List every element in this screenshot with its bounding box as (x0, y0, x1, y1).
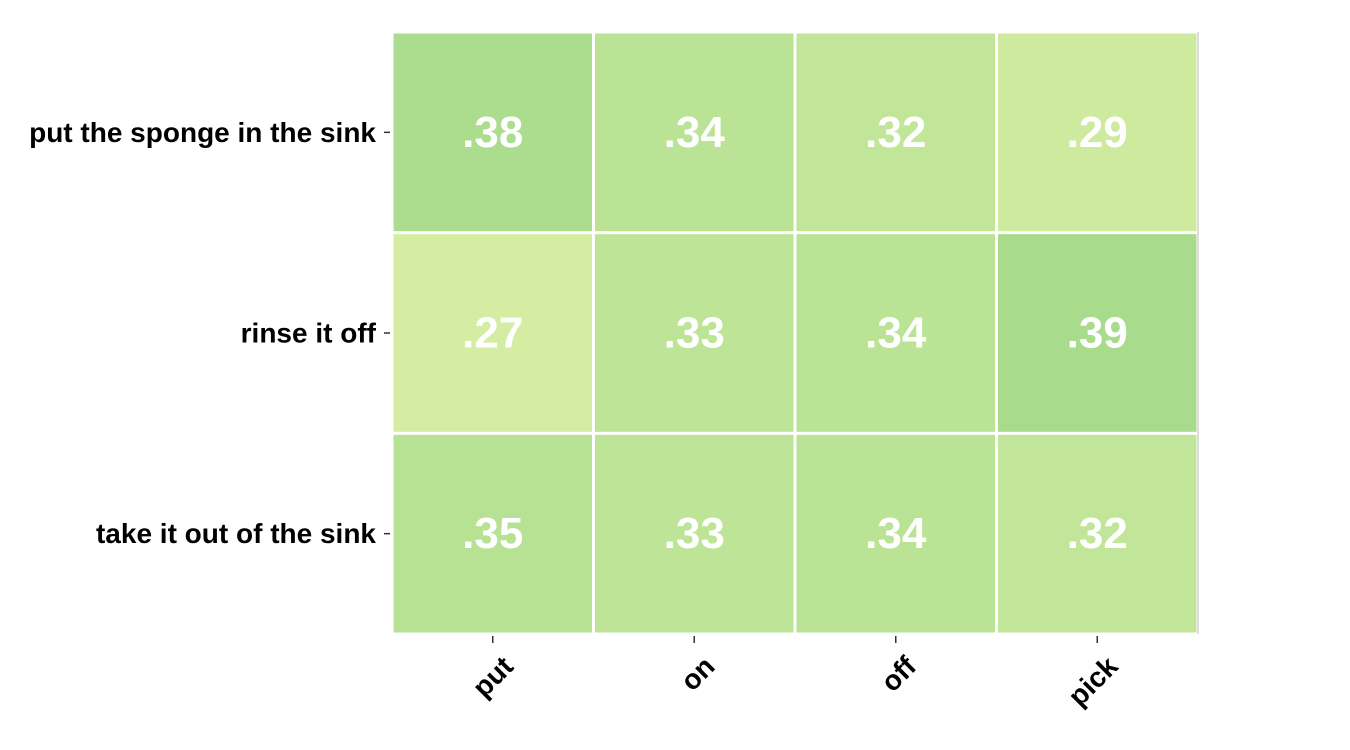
heatmap-cell-labels: .38 .34 .32 .29 .27 .33 .34 .39 .35 .33 .34 .32 (462, 108, 1128, 558)
cell-value-label: .33 (664, 309, 725, 358)
heatmap-cell-r0-c2 (796, 33, 995, 232)
heatmap-cell-r1-c2 (796, 234, 995, 432)
heatmap-cell-r0-c3 (998, 33, 1197, 232)
x-tick-label: off (875, 650, 923, 698)
heatmap-cell-r1-c3 (998, 234, 1197, 432)
heatmap-cells (393, 32, 1199, 634)
y-axis: put the sponge in the sink rinse it off ta… (29, 117, 390, 549)
cell-value-label: .34 (664, 108, 726, 157)
cell-value-label: .34 (865, 309, 927, 358)
y-tick-label: rinse it off (241, 318, 377, 349)
cell-value-label: .35 (462, 509, 523, 558)
x-tick-label: on (675, 650, 721, 696)
cell-value-label: .34 (865, 509, 927, 558)
cell-value-label: .32 (1067, 509, 1128, 558)
cell-value-label: .39 (1067, 309, 1128, 358)
cell-value-label: .32 (865, 108, 926, 157)
cell-value-label: .33 (664, 509, 725, 558)
cell-value-label: .29 (1067, 108, 1128, 157)
heatmap-cell-r2-c2 (796, 434, 995, 633)
x-axis: put on off pick (466, 636, 1124, 712)
heatmap-cell-r1-c0 (393, 234, 592, 432)
y-tick-label: put the sponge in the sink (29, 117, 376, 148)
heatmap-cell-r2-c1 (595, 434, 794, 633)
y-tick-label: take it out of the sink (96, 518, 376, 549)
cell-value-label: .27 (462, 309, 523, 358)
cell-value-label: .38 (462, 108, 523, 157)
heatmap-cell-r2-c0 (393, 434, 592, 633)
x-tick-label: pick (1062, 650, 1124, 712)
heatmap-cell-r2-c3 (998, 434, 1197, 633)
x-tick-label: put (466, 650, 519, 703)
heatmap-cell-r1-c1 (595, 234, 794, 432)
heatmap-cell-r0-c1 (595, 33, 794, 232)
heatmap-cell-r0-c0 (393, 33, 592, 232)
